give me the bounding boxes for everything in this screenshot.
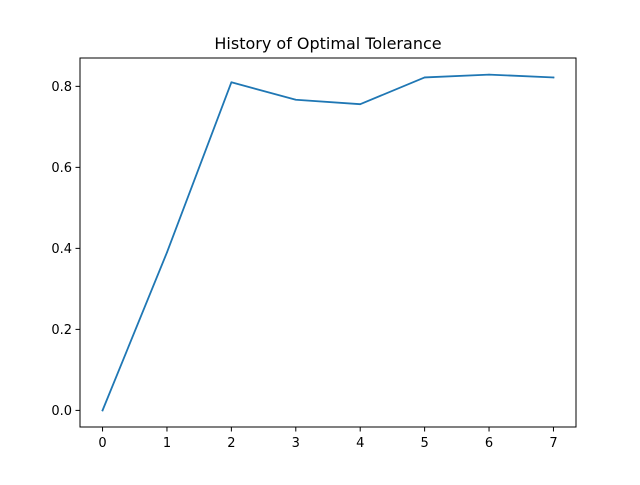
series-layer — [101, 73, 555, 412]
data-point — [166, 251, 168, 254]
x-tick-label: 0 — [98, 436, 106, 451]
y-tick-label: 0.0 — [51, 404, 72, 419]
plot-frame — [79, 57, 577, 428]
data-point — [488, 73, 490, 76]
y-tick-label: 0.4 — [51, 242, 72, 257]
series-line-0 — [101, 73, 555, 412]
x-tick-label: 3 — [292, 436, 300, 451]
y-axis-ticks: 0.0 0.2 0.4 0.6 0.8 — [51, 80, 80, 419]
data-point — [294, 98, 297, 101]
x-tick-label: 1 — [163, 436, 171, 451]
x-axis-ticks: 0 1 2 3 4 5 6 7 — [98, 427, 558, 451]
y-tick-label: 0.2 — [51, 323, 72, 338]
data-point — [230, 81, 233, 84]
x-tick-label: 4 — [356, 436, 364, 451]
x-tick-label: 2 — [227, 436, 235, 451]
x-tick-label: 6 — [485, 436, 493, 451]
y-tick-label: 0.6 — [51, 161, 72, 176]
data-point — [552, 76, 555, 79]
x-tick-label: 7 — [549, 436, 557, 451]
chart-title: History of Optimal Tolerance — [214, 34, 441, 53]
y-tick-label: 0.8 — [51, 80, 72, 95]
data-point — [101, 409, 104, 412]
data-point — [423, 76, 426, 79]
data-point — [359, 103, 362, 105]
x-tick-label: 5 — [420, 436, 428, 451]
